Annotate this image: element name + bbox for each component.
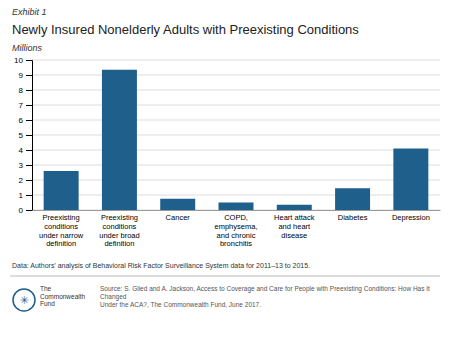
y-tick-label: 2 — [19, 176, 24, 185]
y-tick: 6 — [19, 116, 32, 125]
x-tick: Preexistingconditionsunder broaddefiniti… — [99, 213, 139, 248]
x-tick-label: COPD,emphysema,and chronicbronchitis — [215, 213, 258, 248]
x-tick: Cancer — [166, 213, 191, 222]
y-tick: 4 — [19, 146, 32, 155]
y-tick-mark — [26, 105, 32, 106]
x-tick-label: Diabetes — [338, 213, 368, 222]
y-tick-label: 3 — [19, 161, 24, 170]
separator — [10, 276, 440, 277]
x-axis: Preexistingconditionsunder narrowdefinit… — [33, 211, 441, 249]
y-tick-label: 8 — [19, 86, 24, 95]
x-tick-label: Preexistingconditionsunder broaddefiniti… — [99, 213, 139, 248]
grid-line — [32, 135, 440, 136]
x-tick: Diabetes — [338, 213, 368, 222]
y-tick: 1 — [19, 191, 32, 200]
y-tick-mark — [26, 120, 32, 121]
y-tick: 3 — [19, 161, 32, 170]
y-tick: 7 — [19, 101, 32, 110]
y-tick: 10 — [14, 56, 32, 65]
y-axis-label: Millions — [12, 43, 43, 53]
y-tick-mark — [26, 60, 32, 61]
bars — [44, 70, 429, 210]
grid-line — [32, 165, 440, 166]
y-tick: 9 — [19, 71, 32, 80]
chart: Exhibit 1 Newly Insured Nonelderly Adults… — [0, 0, 450, 338]
x-tick-label: Preexistingconditionsunder narrowdefinit… — [39, 213, 84, 248]
x-tick: Heart attackand heartdisease — [274, 213, 315, 239]
x-tick-label: Depression — [392, 213, 430, 222]
grid-line — [32, 195, 440, 196]
y-tick: 5 — [19, 131, 32, 140]
x-tick: COPD,emphysema,and chronicbronchitis — [215, 213, 258, 248]
x-tick-label: Cancer — [166, 213, 191, 222]
y-tick-mark — [26, 165, 32, 166]
y-tick-label: 0 — [19, 206, 24, 215]
data-note: Data: Authors' analysis of Behavioral Ri… — [12, 262, 310, 270]
logo-symbol: ✳ — [19, 294, 28, 306]
bar — [393, 149, 428, 211]
grid-line — [32, 150, 440, 151]
y-tick-label: 1 — [19, 191, 24, 200]
grid-line — [32, 90, 440, 91]
organization-name: TheCommonwealthFund — [40, 285, 86, 307]
y-tick-mark — [26, 135, 32, 136]
y-tick-mark — [26, 75, 32, 76]
y-tick-label: 5 — [19, 131, 24, 140]
y-tick-mark — [26, 90, 32, 91]
x-tick-label: Heart attackand heartdisease — [274, 213, 315, 239]
y-tick-label: 6 — [19, 116, 24, 125]
bar — [277, 205, 312, 210]
source-note: Source: S. Glied and A. Jackson, Access … — [100, 285, 430, 308]
y-axis-line — [26, 61, 33, 211]
bar — [160, 199, 195, 210]
grid-line — [32, 60, 440, 61]
y-tick: 2 — [19, 176, 32, 185]
y-tick-label: 7 — [19, 101, 24, 110]
grid-line — [32, 75, 440, 76]
y-tick-mark — [26, 180, 32, 181]
x-tick: Preexistingconditionsunder narrowdefinit… — [39, 213, 84, 248]
y-axis: 0 1 2 3 4 5 6 7 8 9 10 — [14, 56, 32, 215]
y-tick-mark — [26, 150, 32, 151]
bar — [44, 171, 79, 210]
bar — [102, 70, 137, 210]
y-tick-mark — [26, 195, 32, 196]
y-tick: 8 — [19, 86, 32, 95]
y-tick-label: 4 — [19, 146, 24, 155]
y-tick: 0 — [19, 206, 32, 215]
grid — [32, 60, 440, 210]
x-axis-line — [33, 210, 441, 211]
logo — [13, 289, 35, 311]
bar — [335, 188, 370, 210]
bar — [219, 203, 254, 211]
y-tick-mark — [26, 210, 32, 211]
grid-line — [32, 120, 440, 121]
y-tick-label: 9 — [19, 71, 24, 80]
title: Newly Insured Nonelderly Adults with Pre… — [12, 22, 359, 37]
exhibit-label: Exhibit 1 — [12, 7, 47, 17]
y-tick-label: 10 — [14, 56, 23, 65]
grid-line — [32, 180, 440, 181]
x-tick: Depression — [392, 213, 430, 222]
grid-line — [32, 105, 440, 106]
